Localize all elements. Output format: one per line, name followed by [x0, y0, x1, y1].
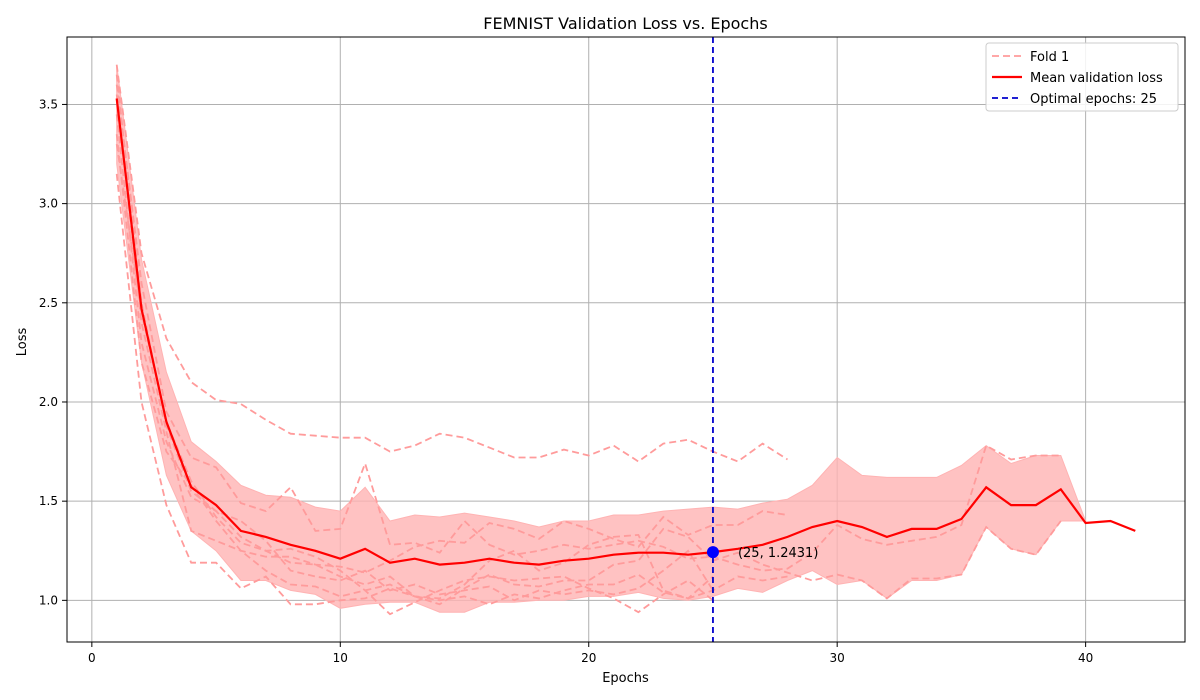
optimal-point-annotation: (25, 1.2431) — [738, 546, 818, 561]
mean-line-group — [115, 98, 1136, 566]
mean-line — [115, 98, 1136, 566]
y-tick-label: 2.0 — [39, 395, 58, 409]
x-tick-label: 40 — [1078, 651, 1093, 665]
std-band-area — [116, 64, 1087, 613]
plot-frame — [66, 36, 1186, 643]
x-tick-label: 10 — [333, 651, 348, 665]
y-tick-label: 3.5 — [39, 97, 58, 111]
fold-line-1 — [115, 64, 788, 463]
legend-label-fold: Fold 1 — [1030, 50, 1069, 65]
optimal-point — [706, 546, 719, 559]
optimal-line-group: (25, 1.2431) — [706, 37, 818, 642]
fold-line-5 — [115, 134, 788, 606]
fold-line-2 — [115, 84, 1061, 572]
x-tick-label: 30 — [830, 651, 845, 665]
axis-ticks: 0 10 20 30 40 1.0 1.5 2.0 2.5 3.0 3.5 — [39, 97, 1093, 665]
y-tick-label: 3.0 — [39, 197, 58, 211]
x-tick-label: 0 — [88, 651, 96, 665]
y-tick-label: 1.0 — [39, 593, 58, 607]
std-band — [116, 64, 1087, 613]
fold-line-7 — [115, 173, 714, 606]
chart-title: FEMNIST Validation Loss vs. Epochs — [483, 14, 767, 33]
y-tick-label: 1.5 — [39, 494, 58, 508]
legend: Fold 1 Mean validation loss Optimal epoc… — [985, 42, 1179, 112]
fold-line-6 — [115, 143, 714, 616]
fold-line-4 — [115, 114, 1062, 606]
x-axis-label: Epochs — [602, 671, 649, 686]
legend-label-optimal: Optimal epochs: 25 — [1030, 92, 1157, 107]
fold-lines — [115, 64, 1062, 616]
legend-box — [985, 42, 1179, 112]
y-axis-label: Loss — [15, 328, 30, 357]
x-tick-label: 20 — [581, 651, 596, 665]
fold-line-8 — [115, 74, 714, 602]
y-tick-label: 2.5 — [39, 296, 58, 310]
fold-line-3 — [115, 94, 788, 574]
legend-label-mean: Mean validation loss — [1030, 71, 1163, 86]
